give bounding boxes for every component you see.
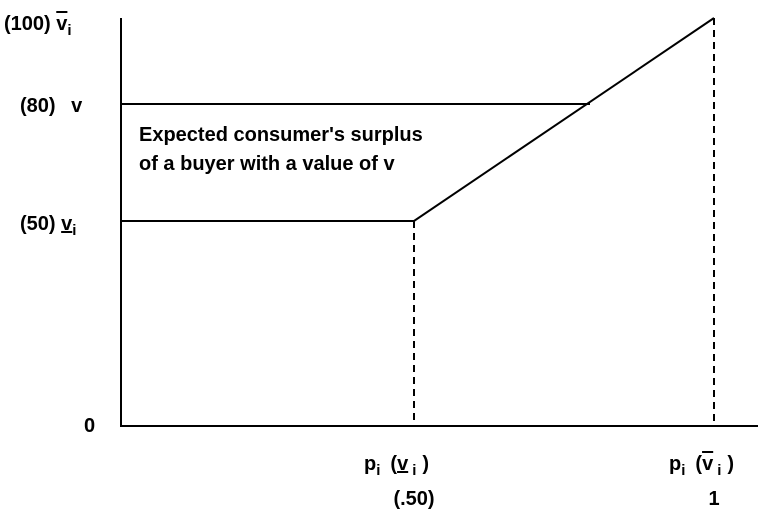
x-label: pi (v i) [669,453,734,479]
annotation: Expected consumer's surplus [139,124,423,146]
y-label: (100) vi [4,13,72,39]
annotation: of a buyer with a value of v [139,153,395,175]
x-value: 1 [708,488,719,510]
x-label: pi (v i) [364,453,429,479]
x-value: (.50) [393,488,434,510]
y-label: (50) vi [20,213,76,239]
y-label: (80) v [20,95,83,117]
price-curve [121,17,715,222]
y-label: 0 [84,415,95,437]
